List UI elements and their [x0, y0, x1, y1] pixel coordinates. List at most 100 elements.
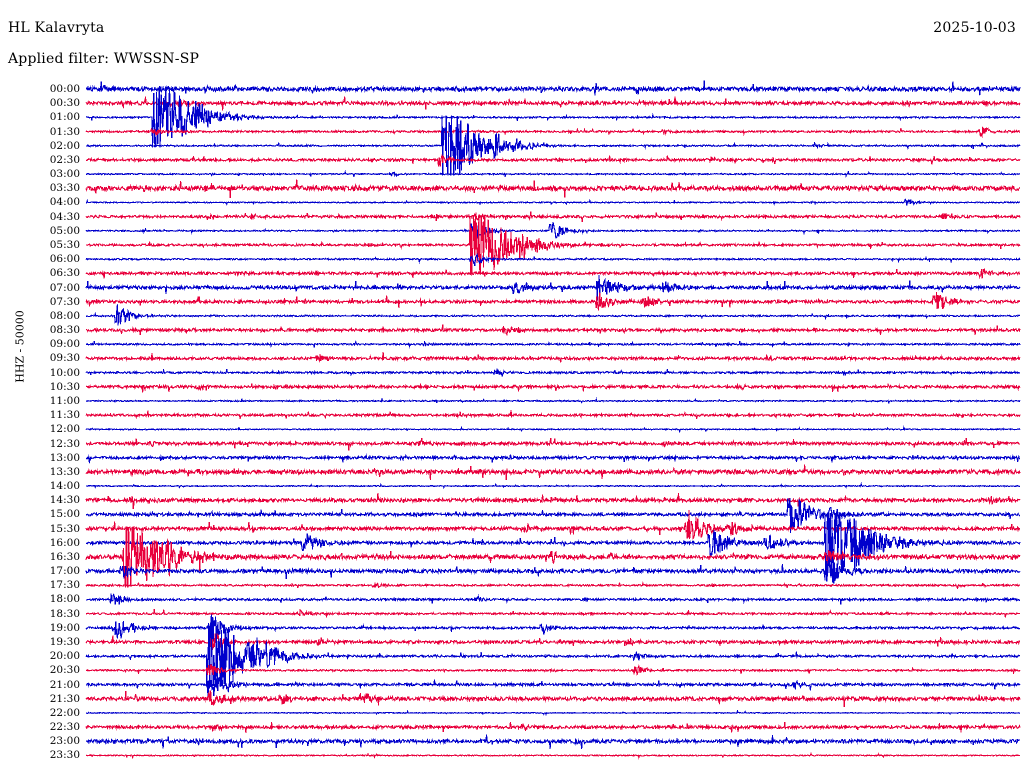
trace-line	[85, 324, 1021, 336]
time-tick-label: 04:30	[49, 210, 80, 223]
trace-line	[85, 526, 1021, 589]
time-tick-label: 21:00	[49, 678, 80, 691]
time-tick-label: 22:00	[49, 706, 80, 719]
trace-line	[85, 438, 1021, 451]
trace-line	[85, 614, 1021, 644]
time-tick-label: 19:00	[49, 621, 80, 634]
trace-line	[85, 351, 1021, 363]
trace-line	[85, 368, 1021, 378]
time-tick-label: 18:30	[49, 607, 80, 620]
time-tick-label: 21:30	[49, 692, 80, 705]
trace-line	[85, 126, 1021, 139]
time-tick-label: 23:30	[49, 749, 80, 762]
trace-line	[85, 453, 1021, 464]
time-tick-label: 02:30	[49, 153, 80, 166]
trace-line	[85, 581, 1021, 590]
time-tick-label: 20:00	[49, 650, 80, 663]
trace-line	[85, 663, 1021, 677]
time-tick-label: 17:30	[49, 579, 80, 592]
time-tick-label: 06:30	[49, 267, 80, 280]
trace-line	[85, 512, 1021, 573]
time-tick-label: 10:30	[49, 380, 80, 393]
trace-line	[85, 267, 1021, 280]
time-tick-label: 20:30	[49, 664, 80, 677]
helicorder-plot: 00:00 00:30 01:00 01:30 02:00 02:30 03:00 03:30…	[0, 78, 1024, 773]
trace-line	[85, 464, 1021, 480]
time-tick-label: 11:30	[49, 409, 80, 422]
time-tick-label: 07:00	[49, 281, 80, 294]
trace-line	[85, 221, 1021, 241]
trace-line	[85, 674, 1021, 699]
trace-line	[85, 633, 1021, 653]
trace-line	[85, 291, 1021, 311]
trace-line	[85, 593, 1021, 605]
time-tick-label: 04:00	[49, 196, 80, 209]
time-tick-label: 14:00	[49, 480, 80, 493]
trace-line	[85, 509, 1021, 540]
trace-line	[85, 751, 1021, 760]
time-tick-label: 13:00	[49, 451, 80, 464]
trace-line	[85, 96, 1021, 111]
record-date: 2025-10-03	[933, 20, 1016, 36]
time-tick-label: 07:30	[49, 295, 80, 308]
trace-line	[85, 198, 1021, 207]
time-tick-label: 15:30	[49, 522, 80, 535]
trace-line	[85, 410, 1021, 420]
trace-line	[85, 493, 1021, 509]
time-tick-label: 23:00	[49, 735, 80, 748]
time-tick-label: 11:00	[49, 394, 80, 407]
trace-line	[85, 425, 1021, 434]
trace-line	[85, 154, 1021, 167]
time-tick-label: 10:00	[49, 366, 80, 379]
trace-line	[85, 115, 1021, 176]
trace-line	[85, 608, 1021, 618]
time-tick-label: 08:30	[49, 324, 80, 337]
trace-line	[85, 179, 1021, 199]
time-tick-label: 01:30	[49, 125, 80, 138]
trace-line	[85, 274, 1021, 301]
time-tick-label: 16:30	[49, 550, 80, 563]
page-title: HL Kalavryta	[8, 20, 105, 36]
trace-line	[85, 252, 1021, 266]
time-tick-label: 05:00	[49, 224, 80, 237]
time-tick-label: 14:30	[49, 494, 80, 507]
time-tick-label: 22:30	[49, 721, 80, 734]
time-tick-label: 12:00	[49, 423, 80, 436]
time-tick-label: 00:00	[49, 83, 80, 95]
trace-line	[85, 709, 1020, 717]
time-tick-label: 09:30	[49, 352, 80, 365]
trace-line	[85, 690, 1021, 707]
trace-line	[85, 721, 1021, 734]
trace-line	[85, 382, 1021, 393]
time-tick-label: 01:00	[49, 111, 80, 124]
time-tick-label: 17:00	[49, 565, 80, 578]
time-tick-label: 05:30	[49, 238, 80, 251]
trace-line	[85, 87, 1021, 148]
time-tick-label: 15:00	[49, 508, 80, 521]
trace-line	[85, 211, 1021, 223]
trace-line	[85, 482, 1021, 490]
time-tick-label: 09:00	[49, 338, 80, 351]
time-tick-label: 08:00	[49, 309, 80, 322]
time-tick-label: 12:30	[49, 437, 80, 450]
time-tick-label: 02:00	[49, 139, 80, 152]
trace-line	[85, 214, 1021, 276]
time-tick-label: 13:30	[49, 465, 80, 478]
trace-line	[85, 397, 1021, 404]
trace-line	[85, 80, 1021, 96]
time-tick-label: 19:30	[49, 636, 80, 649]
time-tick-label: 03:00	[49, 168, 80, 181]
trace-line	[85, 556, 1021, 584]
time-tick-label: 16:00	[49, 536, 80, 549]
seismic-traces	[85, 80, 1021, 760]
time-tick-label: 06:00	[49, 253, 80, 266]
trace-line	[85, 626, 1021, 687]
trace-line	[85, 497, 1021, 534]
trace-line	[85, 304, 1021, 326]
trace-line	[85, 340, 1021, 349]
time-tick-label: 18:00	[49, 593, 80, 606]
time-axis-ticks: 00:00 00:30 01:00 01:30 02:00 02:30 03:00 03:30…	[28, 78, 80, 773]
applied-filter-label: Applied filter: WWSSN-SP	[8, 51, 200, 67]
trace-line	[85, 734, 1021, 750]
